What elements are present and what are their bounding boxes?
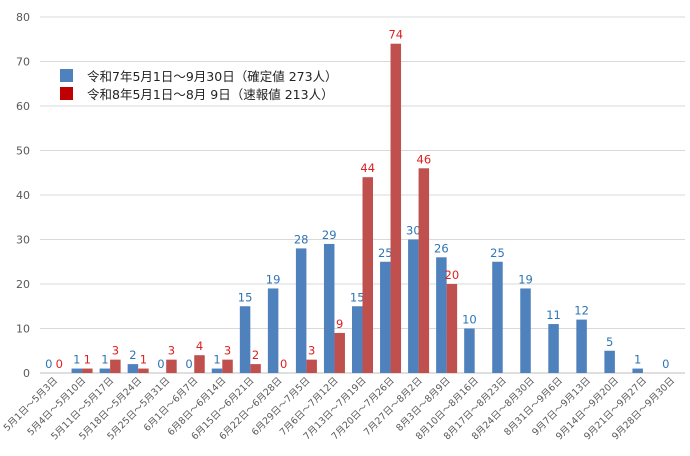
legend-item-2025: 令和7年5月1日～9月30日（確定値 273人） <box>60 66 338 84</box>
bar-2025 <box>295 248 307 373</box>
data-label-2026: 0 <box>56 357 63 371</box>
bar-2026 <box>306 359 317 373</box>
data-label-2025: 0 <box>662 357 669 371</box>
data-label-2026: 44 <box>360 161 375 175</box>
bar-2025 <box>323 243 335 373</box>
y-tick-label: 20 <box>16 278 30 291</box>
data-label-2025: 28 <box>294 232 309 246</box>
data-label-2025: 12 <box>574 304 589 318</box>
bar-2026 <box>138 368 149 373</box>
data-label-2025: 10 <box>462 313 477 327</box>
data-label-2026: 20 <box>445 268 460 282</box>
bar-2026 <box>390 43 402 373</box>
bar-2025 <box>352 306 363 373</box>
bar-2026 <box>446 284 458 373</box>
y-tick-label: 50 <box>16 145 30 158</box>
data-label-2026: 3 <box>112 344 119 358</box>
data-label-2025: 1 <box>101 353 108 367</box>
legend-swatch-2025 <box>60 68 73 82</box>
bar-2026 <box>222 359 233 373</box>
data-label-2025: 0 <box>185 357 192 371</box>
bar-2025 <box>267 288 279 373</box>
y-tick-label: 0 <box>23 367 30 380</box>
bar-2025 <box>632 368 643 373</box>
data-label-2025: 19 <box>266 272 281 286</box>
data-label-2025: 5 <box>606 335 613 349</box>
y-tick-label: 70 <box>16 56 30 69</box>
bar-2025 <box>127 364 139 373</box>
bar-2025 <box>464 328 475 373</box>
bar-2025 <box>604 350 615 373</box>
legend-item-2026: 令和8年5月1日～8月 9日（速報値 213人） <box>60 84 338 102</box>
y-tick-label: 10 <box>16 323 30 336</box>
data-label-2025: 15 <box>350 290 365 304</box>
y-tick-label: 40 <box>16 189 30 202</box>
legend: 令和7年5月1日～9月30日（確定値 273人） 令和8年5月1日～8月 9日（… <box>60 66 338 102</box>
data-label-2025: 2 <box>129 348 136 362</box>
data-label-2025: 1 <box>73 353 80 367</box>
bar-2025 <box>211 368 223 373</box>
data-label-2025: 0 <box>157 357 164 371</box>
data-label-2025: 19 <box>518 272 533 286</box>
bar-2025 <box>576 319 587 373</box>
data-label-2025: 25 <box>378 246 393 260</box>
bar-2025 <box>408 239 419 373</box>
y-tick-label: 60 <box>16 100 30 113</box>
bar-2025 <box>380 261 391 373</box>
bar-2026 <box>250 364 261 373</box>
bar-2026 <box>418 168 430 373</box>
data-label-2026: 0 <box>280 357 287 371</box>
data-label-2026: 46 <box>417 152 432 166</box>
y-tick-label: 30 <box>16 234 30 247</box>
data-label-2025: 25 <box>490 246 505 260</box>
legend-label-2026: 令和8年5月1日～8月 9日（速報値 213人） <box>87 86 334 102</box>
data-label-2026: 1 <box>84 353 91 367</box>
bar-2026 <box>82 368 93 373</box>
data-label-2025: 26 <box>434 241 449 255</box>
y-tick-label: 80 <box>16 11 30 24</box>
bar-2026 <box>166 359 177 373</box>
bar-2026 <box>362 177 373 373</box>
bar-2025 <box>99 368 111 373</box>
data-label-2026: 1 <box>140 353 147 367</box>
bar-2025 <box>492 261 503 373</box>
data-label-2026: 9 <box>336 317 343 331</box>
data-label-2026: 3 <box>308 344 315 358</box>
bar-2025 <box>239 306 251 373</box>
bar-2025 <box>548 324 559 373</box>
bar-2025 <box>71 368 83 373</box>
bar-2025 <box>520 288 531 373</box>
legend-swatch-2026 <box>60 86 73 100</box>
data-label-2025: 15 <box>238 290 253 304</box>
bar-2026 <box>334 332 345 373</box>
data-label-2025: 1 <box>213 353 220 367</box>
data-label-2026: 4 <box>196 339 203 353</box>
legend-label-2025: 令和7年5月1日～9月30日（確定値 273人） <box>87 68 338 84</box>
data-label-2026: 3 <box>224 344 231 358</box>
data-label-2026: 3 <box>168 344 175 358</box>
bar-2025 <box>436 257 447 373</box>
bar-2026 <box>194 355 205 373</box>
data-label-2026: 2 <box>252 348 259 362</box>
data-label-2025: 1 <box>634 353 641 367</box>
data-label-2025: 11 <box>546 308 561 322</box>
bar-2026 <box>110 359 121 373</box>
data-label-2025: 0 <box>45 357 52 371</box>
data-label-2026: 74 <box>388 28 403 42</box>
data-label-2025: 29 <box>322 228 337 242</box>
data-label-2025: 30 <box>406 224 421 238</box>
